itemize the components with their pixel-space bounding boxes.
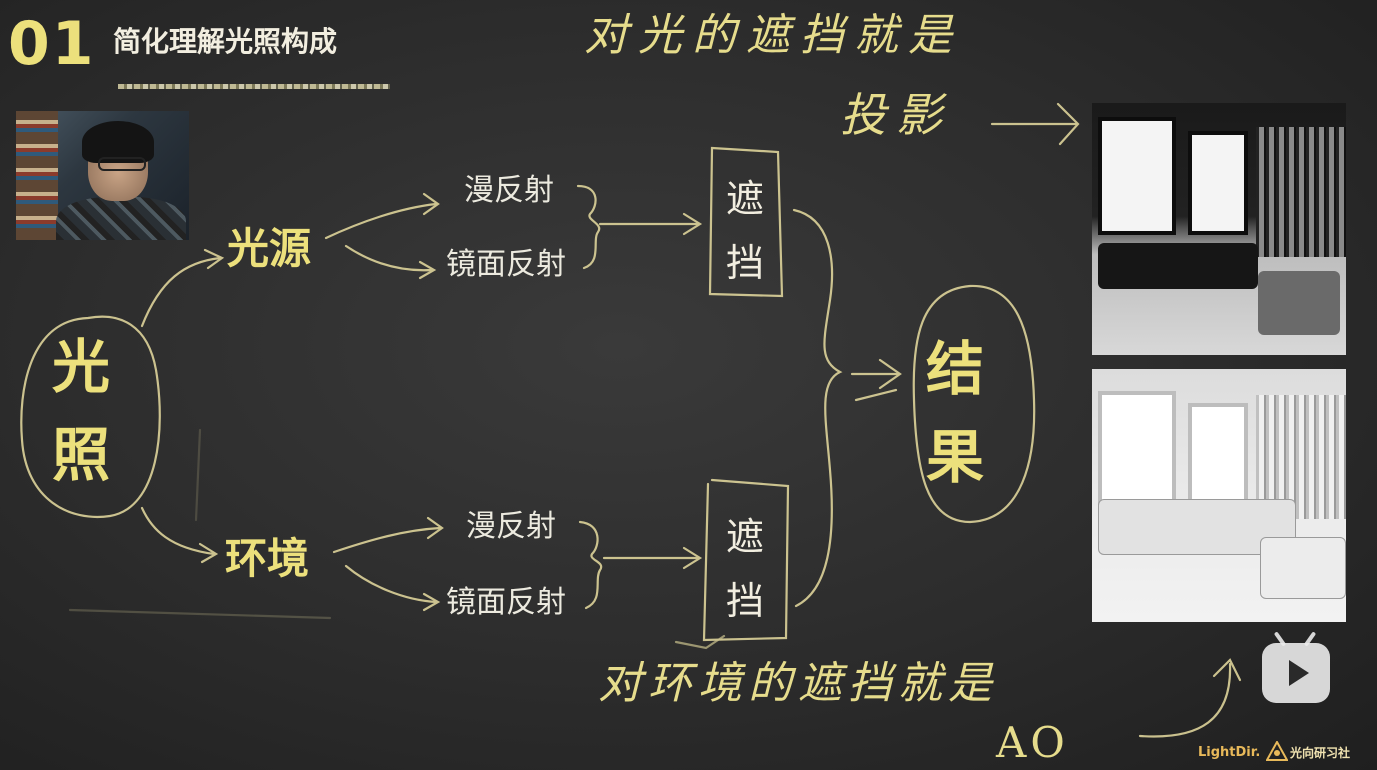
arrow-light-to-diffuse	[324, 202, 438, 240]
brand-name-cn: 光向研习社	[1290, 746, 1351, 760]
result-ellipse	[912, 284, 1036, 524]
light-source-label: 光源	[227, 224, 312, 273]
env-diffuse-label: 漫反射	[466, 509, 556, 544]
env-specular-label: 镜面反射	[446, 585, 566, 620]
presenter-body	[56, 197, 186, 240]
play-triangle-icon	[1289, 660, 1309, 686]
occlusion-bottom-line2: 挡	[726, 579, 765, 623]
root-ellipse	[20, 315, 161, 518]
result-label-line1: 结	[926, 335, 985, 403]
root-label-line1: 光	[52, 333, 111, 401]
light-specular-label: 镜面反射	[446, 247, 566, 282]
brand-name-en: LightDir.	[1198, 745, 1261, 760]
bilibili-play-icon[interactable]	[1262, 631, 1330, 703]
title-underline	[118, 84, 390, 89]
arrow-root-to-light	[140, 256, 222, 328]
render-bookshelf	[1256, 127, 1346, 257]
ao-note-line2: AO	[996, 718, 1069, 767]
occlusion-box-bottom	[702, 478, 790, 642]
ao-render-image	[1092, 369, 1346, 622]
section-title: 简化理解光照构成	[113, 25, 338, 58]
brace-result	[792, 208, 843, 608]
arrow-root-to-env	[140, 506, 216, 556]
render-window-left	[1098, 117, 1176, 235]
arrow-env-to-specular	[344, 564, 438, 604]
render-ottoman	[1258, 271, 1340, 335]
light-diffuse-label: 漫反射	[464, 173, 554, 208]
occlusion-bottom-line1: 遮	[726, 515, 765, 559]
presenter-webcam	[16, 111, 189, 240]
webcam-bookshelf	[16, 111, 58, 240]
render-sofa	[1098, 243, 1258, 289]
render-window-right	[1188, 131, 1248, 235]
arrow-env-to-diffuse	[332, 526, 442, 554]
arrow-to-render-bottom	[1138, 662, 1232, 738]
presenter-hair	[82, 121, 154, 163]
occlusion-box-top	[708, 146, 784, 298]
shadow-note-line2: 投影	[840, 88, 952, 142]
section-number: 01	[8, 9, 96, 79]
brace-bottom	[578, 520, 603, 610]
ao-note-line1: 对环境的遮挡就是	[598, 658, 998, 709]
render-window-right	[1188, 403, 1248, 511]
shadow-render-image	[1092, 103, 1346, 355]
render-window-left	[1098, 391, 1176, 509]
occlusion-top-line2: 挡	[726, 241, 765, 285]
lightdir-logo-icon	[1266, 741, 1288, 761]
render-ottoman	[1260, 537, 1346, 599]
render-bookshelf	[1256, 395, 1346, 519]
result-label-line2: 果	[926, 423, 985, 491]
brace-top	[576, 184, 601, 270]
presenter-glasses	[98, 157, 146, 171]
root-label-line2: 照	[52, 421, 111, 489]
occlusion-top-line1: 遮	[726, 177, 765, 221]
shadow-note-line1: 对光的遮挡就是	[584, 10, 962, 61]
arrow-light-to-specular	[344, 244, 434, 272]
environment-label: 环境	[225, 534, 310, 583]
